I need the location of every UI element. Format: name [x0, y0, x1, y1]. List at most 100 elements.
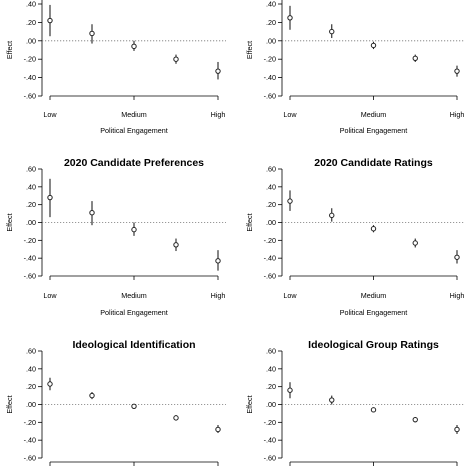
- y-axis-label: Effect: [245, 41, 254, 59]
- y-tick-label: .40: [26, 182, 36, 191]
- x-tick-label: Low: [283, 291, 297, 300]
- panel-title: 2020 Candidate Ratings: [314, 157, 433, 169]
- chart-panel-2: .40 .20 .00 -.20 -.40 -.60 Effect Low Medium High…: [245, 0, 465, 135]
- x-axis-label: Political Engagement: [100, 308, 168, 317]
- y-axis-label: Effect: [245, 213, 254, 231]
- data-point: [131, 43, 137, 50]
- data-point: [47, 194, 53, 201]
- y-tick-label: .20: [266, 382, 276, 391]
- data-point: [173, 56, 179, 62]
- y-tick-label: .40: [26, 364, 36, 373]
- panel-title: Ideological Group Ratings: [308, 339, 439, 351]
- y-tick-label: .20: [26, 382, 36, 391]
- y-tick-label: -.20: [264, 236, 276, 245]
- x-tick-label: High: [450, 110, 465, 119]
- data-point: [370, 226, 377, 232]
- panel-title: Ideological Identification: [72, 339, 195, 351]
- y-tick-label: .20: [266, 18, 276, 27]
- data-point: [287, 15, 293, 21]
- y-tick-label: .20: [26, 18, 36, 27]
- x-tick-label: High: [211, 110, 226, 119]
- data-point: [131, 226, 137, 233]
- y-tick-label: .60: [266, 347, 276, 356]
- data-point: [287, 198, 293, 204]
- chart-panel-6: .60 .40 .20 .00 -.20 -.40 -.60 Effect Ideologica…: [245, 339, 465, 466]
- data-point: [329, 397, 335, 403]
- data-point: [215, 426, 221, 433]
- data-point: [215, 68, 221, 74]
- y-tick-label: .40: [266, 364, 276, 373]
- data-point: [329, 28, 335, 35]
- data-point: [131, 403, 137, 409]
- x-tick-label: Medium: [121, 110, 147, 119]
- y-tick-label: .00: [26, 400, 36, 409]
- y-tick-label: -.40: [24, 436, 36, 445]
- x-axis-label: Political Engagement: [340, 308, 408, 317]
- data-point: [412, 416, 418, 423]
- y-tick-label: -.20: [264, 418, 276, 427]
- y-tick-label: -.60: [24, 272, 36, 281]
- y-tick-label: -.40: [264, 73, 276, 82]
- y-tick-label: .60: [26, 165, 36, 174]
- y-tick-label: -.40: [264, 436, 276, 445]
- x-tick-label: Low: [43, 110, 57, 119]
- y-tick-label: .60: [266, 165, 276, 174]
- data-point: [412, 240, 418, 246]
- data-point: [412, 55, 418, 61]
- y-tick-label: .00: [26, 36, 36, 45]
- y-tick-label: .00: [266, 400, 276, 409]
- data-point: [89, 392, 95, 399]
- x-tick-label: Medium: [361, 291, 387, 300]
- chart-panel-4: .60 .40 .20 .00 -.20 -.40 -.60 Effect Low Medium H…: [245, 157, 465, 317]
- data-point: [47, 381, 53, 387]
- x-axis-label: Political Engagement: [340, 126, 408, 135]
- y-tick-label: .40: [266, 0, 276, 9]
- y-tick-label: .40: [26, 0, 36, 9]
- data-point: [173, 242, 179, 248]
- data-point: [215, 258, 221, 264]
- y-tick-label: -.40: [264, 254, 276, 263]
- y-tick-label: -.40: [24, 254, 36, 263]
- y-tick-label: -.40: [24, 73, 36, 82]
- y-tick-label: .60: [26, 347, 36, 356]
- y-tick-label: .00: [266, 218, 276, 227]
- y-tick-label: .20: [266, 200, 276, 209]
- y-tick-label: -.60: [24, 454, 36, 463]
- y-axis-label: Effect: [5, 41, 14, 59]
- y-tick-label: .20: [26, 200, 36, 209]
- data-point: [454, 68, 460, 74]
- x-tick-label: Medium: [121, 291, 147, 300]
- x-tick-label: Low: [43, 291, 57, 300]
- data-point: [454, 426, 460, 433]
- y-tick-label: -.60: [24, 92, 36, 101]
- x-tick-label: High: [211, 291, 226, 300]
- y-tick-label: -.60: [264, 92, 276, 101]
- data-point: [89, 209, 95, 216]
- y-axis-label: Effect: [245, 395, 254, 413]
- chart-panel-5: .60 .40 .20 .00 -.20 -.40 -.60 Effect Ideologica…: [5, 339, 226, 466]
- y-tick-label: -.20: [24, 418, 36, 427]
- y-axis-label: Effect: [5, 213, 14, 231]
- data-point: [47, 17, 53, 24]
- data-point: [287, 387, 293, 393]
- data-point: [370, 407, 377, 413]
- data-point: [89, 30, 95, 37]
- y-tick-label: .00: [266, 36, 276, 45]
- y-tick-label: .40: [266, 182, 276, 191]
- x-axis-label: Political Engagement: [100, 126, 168, 135]
- data-point: [370, 42, 377, 49]
- y-tick-label: .00: [26, 218, 36, 227]
- y-tick-label: -.60: [264, 272, 276, 281]
- chart-panel-3: .60 .40 .20 .00 -.20 -.40 -.60 Effect Low Medium H…: [5, 157, 226, 317]
- x-tick-label: Low: [283, 110, 297, 119]
- chart-panel-1: .40 .20 .00 -.20 -.40 -.60 Effect Low Medium High…: [5, 0, 226, 135]
- y-tick-label: -.20: [264, 55, 276, 64]
- data-point: [173, 415, 179, 421]
- y-tick-label: -.20: [24, 55, 36, 64]
- data-point: [454, 254, 460, 260]
- x-tick-label: Medium: [361, 110, 387, 119]
- y-tick-label: -.20: [24, 236, 36, 245]
- panel-title: 2020 Candidate Preferences: [64, 157, 204, 169]
- y-axis-label: Effect: [5, 395, 14, 413]
